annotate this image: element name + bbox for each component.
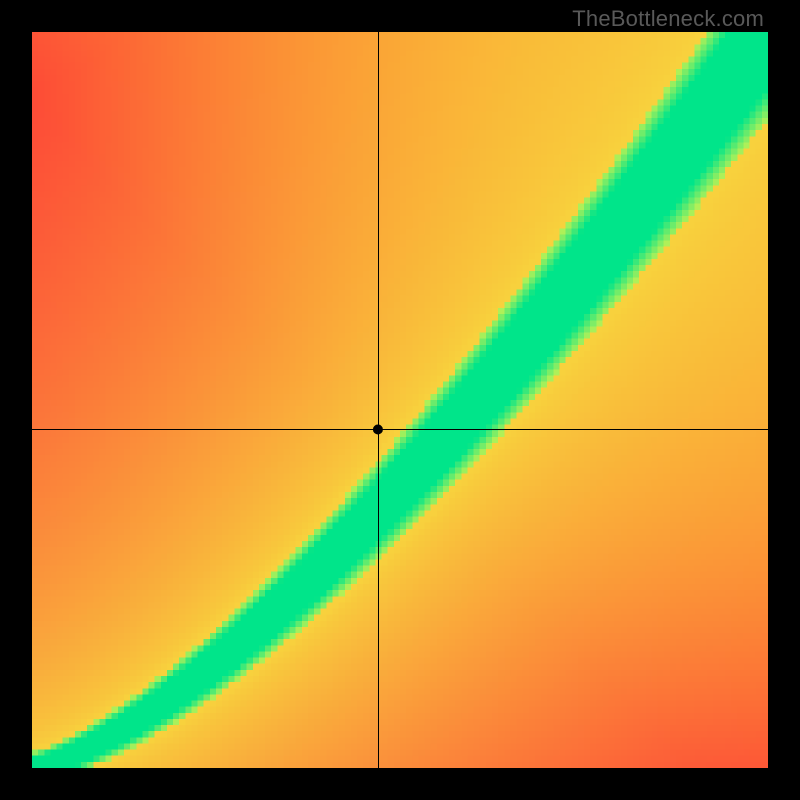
watermark-text: TheBottleneck.com: [572, 6, 764, 32]
chart-container: { "meta": { "width": 800, "height": 800,…: [0, 0, 800, 800]
crosshair-overlay: [32, 32, 768, 768]
